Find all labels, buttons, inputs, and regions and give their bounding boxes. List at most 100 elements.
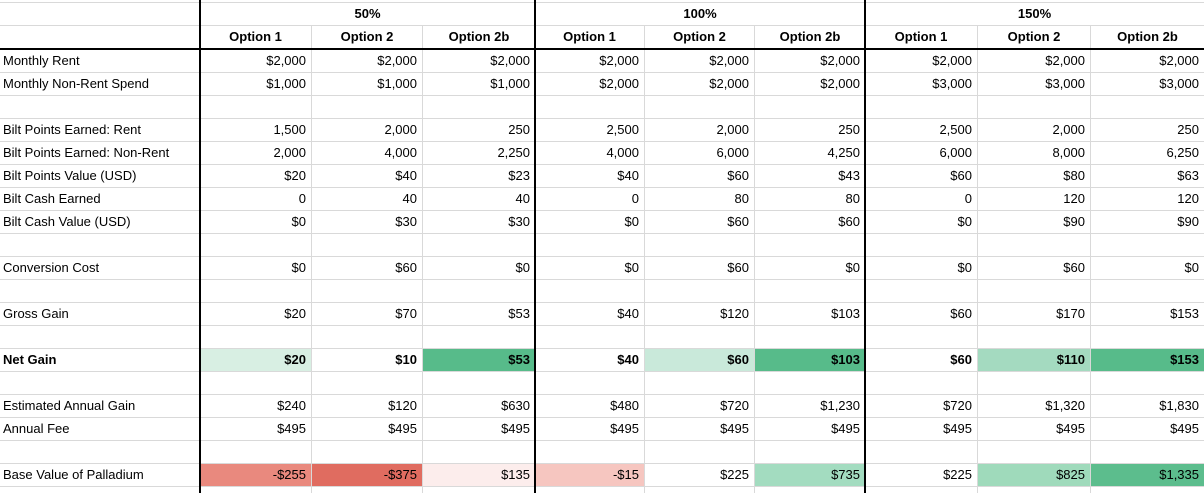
cell[interactable]: $2,000 xyxy=(535,73,645,95)
cell[interactable]: 120 xyxy=(978,188,1091,210)
option-header[interactable]: Option 2 xyxy=(645,26,755,48)
cell[interactable]: $63 xyxy=(1177,168,1199,183)
cell[interactable]: $630 xyxy=(501,398,530,413)
cell[interactable]: $720 xyxy=(865,395,978,417)
cell[interactable]: $23 xyxy=(508,168,530,183)
corner-cell[interactable] xyxy=(0,3,200,25)
cell[interactable]: $495 xyxy=(978,418,1091,440)
cell[interactable] xyxy=(755,487,865,493)
cell[interactable] xyxy=(535,96,645,118)
cell[interactable]: 0 xyxy=(865,188,978,210)
row-label[interactable]: Net Gain xyxy=(3,352,57,367)
cell[interactable]: 1,500 xyxy=(200,119,312,141)
cell[interactable]: 4,000 xyxy=(312,142,423,164)
cell[interactable]: 2,000 xyxy=(200,142,312,164)
cell[interactable]: 4,250 xyxy=(827,145,860,160)
cell[interactable] xyxy=(200,372,312,394)
cell[interactable] xyxy=(865,372,978,394)
cell[interactable]: $3,000 xyxy=(978,73,1091,95)
cell[interactable]: $495 xyxy=(535,418,645,440)
cell[interactable]: $495 xyxy=(831,421,860,436)
cell[interactable] xyxy=(755,441,865,463)
cell[interactable]: $0 xyxy=(845,260,860,275)
option-header[interactable]: Option 2b xyxy=(1117,29,1178,44)
row-label[interactable]: Conversion Cost xyxy=(3,260,100,275)
cell[interactable] xyxy=(535,280,645,302)
cell[interactable]: -$375 xyxy=(312,464,423,486)
cell[interactable] xyxy=(535,234,645,256)
row-label[interactable] xyxy=(0,234,200,256)
cell[interactable] xyxy=(535,487,645,493)
cell[interactable] xyxy=(200,441,312,463)
cell[interactable]: 6,000 xyxy=(645,142,755,164)
cell[interactable]: $70 xyxy=(312,303,423,325)
cell[interactable]: $3,000 xyxy=(1159,76,1199,91)
cell[interactable]: $480 xyxy=(535,395,645,417)
cell[interactable]: $170 xyxy=(978,303,1091,325)
cell[interactable]: $0 xyxy=(535,211,645,233)
cell[interactable]: $135 xyxy=(423,464,535,486)
cell[interactable]: $2,000 xyxy=(820,76,860,91)
row-label[interactable]: Annual Fee xyxy=(3,421,70,436)
cell[interactable]: $20 xyxy=(200,165,312,187)
cell[interactable]: 80 xyxy=(845,191,860,206)
cell[interactable] xyxy=(645,234,755,256)
cell[interactable]: $1,335 xyxy=(1091,464,1204,486)
cell[interactable]: $60 xyxy=(978,257,1091,279)
cell[interactable]: 40 xyxy=(515,191,530,206)
cell[interactable]: $110 xyxy=(978,349,1091,371)
cell[interactable]: $43 xyxy=(838,168,860,183)
cell[interactable]: $2,000 xyxy=(820,53,860,68)
cell[interactable]: $720 xyxy=(645,395,755,417)
cell[interactable] xyxy=(1091,441,1204,463)
cell[interactable] xyxy=(423,441,535,463)
cell[interactable]: 4,000 xyxy=(535,142,645,164)
cell[interactable] xyxy=(865,280,978,302)
cell[interactable] xyxy=(1091,326,1204,348)
cell[interactable] xyxy=(865,326,978,348)
cell[interactable]: $90 xyxy=(978,211,1091,233)
cell[interactable]: $40 xyxy=(535,303,645,325)
cell[interactable] xyxy=(978,441,1091,463)
cell[interactable] xyxy=(312,280,423,302)
cell[interactable]: $825 xyxy=(978,464,1091,486)
cell[interactable]: 8,000 xyxy=(978,142,1091,164)
cell[interactable] xyxy=(312,234,423,256)
cell[interactable]: 2,000 xyxy=(645,119,755,141)
cell[interactable]: $30 xyxy=(508,214,530,229)
cell[interactable] xyxy=(645,441,755,463)
row-label[interactable]: Monthly Rent xyxy=(3,53,80,68)
cell[interactable] xyxy=(423,487,535,493)
cell[interactable]: $103 xyxy=(755,349,865,371)
cell[interactable] xyxy=(865,234,978,256)
cell[interactable]: $60 xyxy=(312,257,423,279)
cell[interactable]: $1,830 xyxy=(1159,398,1199,413)
cell[interactable]: 2,000 xyxy=(312,119,423,141)
cell[interactable]: 0 xyxy=(200,188,312,210)
row-label[interactable] xyxy=(0,326,200,348)
cell[interactable]: $495 xyxy=(865,418,978,440)
cell[interactable] xyxy=(200,487,312,493)
cell[interactable] xyxy=(978,96,1091,118)
cell[interactable]: $53 xyxy=(423,349,535,371)
cell[interactable] xyxy=(535,326,645,348)
cell[interactable]: $20 xyxy=(200,303,312,325)
cell[interactable] xyxy=(423,326,535,348)
cell[interactable] xyxy=(312,487,423,493)
cell[interactable] xyxy=(755,234,865,256)
cell[interactable] xyxy=(865,487,978,493)
scenario-header-100[interactable]: 100% xyxy=(683,6,717,21)
scenario-header-50[interactable]: 50% xyxy=(354,6,381,21)
cell[interactable]: 2,500 xyxy=(865,119,978,141)
cell[interactable]: $53 xyxy=(508,306,530,321)
cell[interactable] xyxy=(645,96,755,118)
cell[interactable] xyxy=(755,326,865,348)
row-label[interactable]: Monthly Non-Rent Spend xyxy=(3,76,149,91)
cell[interactable] xyxy=(535,441,645,463)
option-header[interactable]: Option 2b xyxy=(448,29,510,44)
row-label[interactable] xyxy=(0,441,200,463)
cell[interactable]: $495 xyxy=(1170,421,1199,436)
cell[interactable] xyxy=(755,96,865,118)
cell[interactable]: $225 xyxy=(645,464,755,486)
cell[interactable]: $20 xyxy=(200,349,312,371)
